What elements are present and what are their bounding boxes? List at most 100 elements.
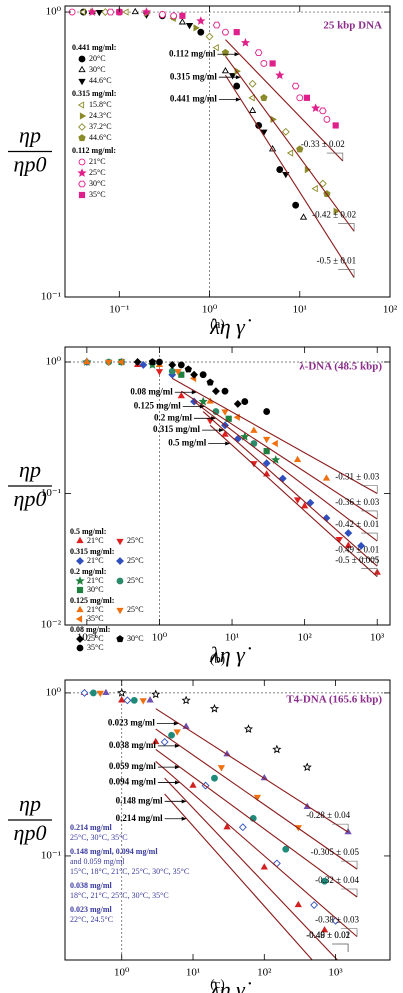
fit-line — [155, 761, 358, 938]
legend-label: 24.3°C — [89, 111, 112, 120]
legend-heading: 0.148 mg/ml, 0.094 mg/ml — [70, 847, 158, 856]
legend-line: 25°C, 30°C, 35°C — [70, 833, 128, 842]
marker — [101, 8, 110, 16]
marker — [173, 729, 181, 736]
legend-label: 44.6°C — [89, 133, 112, 142]
marker — [291, 82, 300, 90]
legend-heading: 0.038 mg/ml — [70, 881, 113, 890]
marker — [250, 426, 258, 433]
legend-line: 18°C, 21°C, 25°C, 30°C, 35°C — [70, 891, 169, 900]
marker — [217, 765, 226, 772]
y-label-top: ηp — [19, 457, 41, 482]
x-tick-label: 10⁰ — [152, 632, 168, 644]
marker — [89, 689, 97, 697]
legend-label: 35°C — [87, 614, 104, 623]
fit-arrowhead — [235, 97, 241, 102]
x-label: λη γ̇ — [209, 977, 252, 993]
slope-label: -0.5 ± 0.005 — [335, 555, 379, 565]
legend-heading: 0.08 mg/ml: — [70, 625, 110, 634]
y-tick-label: 10⁰ — [46, 356, 62, 368]
legend-label: 25°C — [127, 536, 144, 545]
marker — [221, 430, 229, 437]
y-tick-label: 10⁰ — [46, 6, 62, 18]
legend-label: 20°C — [89, 54, 106, 63]
fit-label: 0.08 mg/ml — [130, 386, 173, 396]
marker — [148, 358, 157, 366]
x-tick-label: 10⁰ — [202, 304, 218, 316]
x-tick-label: 10² — [257, 967, 272, 979]
marker — [168, 360, 177, 369]
marker — [106, 8, 115, 16]
fit-line — [224, 55, 355, 232]
marker — [310, 901, 319, 909]
marker — [263, 436, 271, 444]
panel: 10⁰ 10¹ 10² 10³ 10⁻¹ 10⁰ 0.023 mg/ml -0.28 ± 0.… — [8, 679, 391, 993]
legend-label: 25°C — [87, 634, 104, 643]
slope-triangle — [361, 568, 378, 577]
marker — [357, 541, 366, 550]
fit-line — [193, 401, 378, 542]
x-tick-label: 10³ — [328, 967, 343, 979]
marker — [333, 207, 340, 215]
marker — [178, 18, 187, 25]
marker — [260, 93, 268, 101]
marker — [238, 823, 247, 832]
marker — [262, 459, 271, 468]
marker — [311, 185, 318, 193]
marker — [95, 9, 103, 17]
marker — [116, 635, 124, 643]
marker — [221, 387, 229, 395]
marker — [179, 12, 186, 19]
y-tick-label: 10⁻¹ — [41, 487, 61, 499]
marker — [198, 396, 208, 406]
marker — [205, 32, 214, 41]
marker — [76, 635, 84, 643]
marker — [76, 605, 84, 613]
marker — [222, 28, 229, 36]
marker — [116, 577, 124, 585]
marker — [211, 387, 220, 396]
fit-arrowhead — [234, 52, 240, 57]
marker — [130, 696, 138, 704]
fit-label: 0.038 mg/ml — [109, 740, 156, 750]
marker — [75, 576, 85, 585]
legend-label: 25°C — [127, 605, 144, 614]
marker — [271, 455, 281, 464]
marker — [292, 201, 300, 209]
x-tick-label: 10² — [383, 304, 398, 316]
marker — [193, 24, 200, 32]
slope-triangle — [361, 485, 378, 494]
marker — [263, 448, 270, 455]
marker — [293, 455, 302, 463]
marker — [78, 55, 86, 63]
slope-triangle — [332, 823, 349, 833]
marker — [250, 461, 258, 468]
marker — [189, 781, 197, 788]
marker — [241, 398, 249, 405]
legend-label: 25°C — [127, 576, 144, 585]
x-tick-label: 10² — [297, 632, 312, 644]
legend-heading: 0.315 mg/ml: — [72, 89, 116, 98]
marker — [170, 12, 178, 20]
slope-label: -0.42 ± 0.02 — [312, 209, 356, 219]
legend-heading: 0.023 mg/ml — [70, 905, 113, 914]
fit-arrowhead — [174, 743, 180, 748]
legend-heading: 0.441 mg/ml: — [72, 43, 116, 52]
fit-label: 0.441 mg/ml — [170, 94, 217, 104]
marker — [318, 107, 327, 115]
marker — [116, 607, 124, 615]
marker — [77, 101, 85, 109]
marker — [139, 698, 147, 705]
marker — [282, 845, 290, 853]
legend-line: 22°C, 24.5°C — [70, 915, 113, 924]
marker — [254, 49, 263, 56]
marker — [78, 123, 86, 131]
slope-triangle — [332, 943, 349, 952]
y-tick-label: 10⁰ — [46, 686, 62, 698]
x-tick-label: 10¹ — [293, 304, 307, 316]
legend-label: 21°C — [87, 556, 104, 565]
x-tick-label: 10¹ — [186, 967, 200, 979]
y-label-top: ηp — [19, 791, 41, 816]
legend-label: 21°C — [89, 157, 106, 166]
